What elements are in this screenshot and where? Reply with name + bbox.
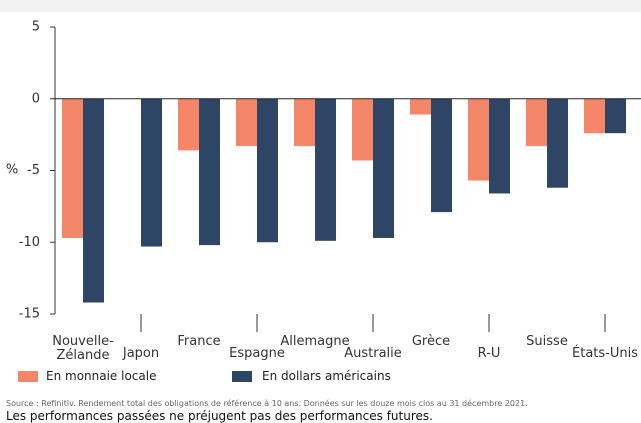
legend-label: En monnaie locale bbox=[46, 369, 157, 383]
bar bbox=[584, 98, 605, 134]
bar bbox=[547, 98, 568, 188]
bar bbox=[489, 98, 510, 194]
y-tick-label: 0 bbox=[32, 91, 40, 106]
x-tick-label: Allemagne bbox=[280, 334, 350, 349]
disclaimer: Les performances passées ne préjugent pa… bbox=[6, 409, 433, 423]
bar bbox=[431, 98, 452, 213]
x-tick-label: R-U bbox=[477, 346, 501, 361]
x-tick-label: Suisse bbox=[526, 334, 568, 349]
bar bbox=[315, 98, 336, 241]
bar bbox=[373, 98, 394, 238]
bar bbox=[62, 98, 83, 238]
y-axis-label: % bbox=[6, 163, 18, 178]
y-tick-label: 5 bbox=[32, 20, 40, 35]
x-tick-label: Japon bbox=[122, 346, 160, 361]
bar bbox=[257, 98, 278, 243]
y-tick-label: -10 bbox=[19, 235, 40, 250]
x-tick-label: Grèce bbox=[411, 334, 451, 349]
bar bbox=[236, 98, 257, 147]
bar bbox=[199, 98, 220, 246]
y-tick-label: -5 bbox=[27, 163, 40, 178]
source: Source : Refinitiv. Rendement total des … bbox=[6, 399, 528, 408]
bar bbox=[83, 98, 104, 303]
bar bbox=[605, 98, 626, 134]
bar bbox=[352, 98, 373, 161]
top-band bbox=[0, 0, 641, 12]
bar bbox=[141, 98, 162, 247]
x-tick-label: Nouvelle-Zélande bbox=[52, 334, 114, 363]
bar bbox=[178, 98, 199, 151]
x-tick-label: France bbox=[177, 334, 221, 349]
x-tick-label: Australie bbox=[344, 346, 402, 361]
y-tick-label: -15 bbox=[19, 307, 40, 322]
legend-swatch bbox=[18, 371, 38, 382]
bar bbox=[526, 98, 547, 147]
bar bbox=[294, 98, 315, 147]
legend-label: En dollars américains bbox=[262, 369, 391, 383]
x-tick-label: États-Unis bbox=[572, 346, 638, 361]
legend-swatch bbox=[232, 371, 252, 382]
x-tick-label: Espagne bbox=[229, 346, 285, 361]
bar bbox=[468, 98, 489, 181]
bar bbox=[410, 98, 431, 115]
